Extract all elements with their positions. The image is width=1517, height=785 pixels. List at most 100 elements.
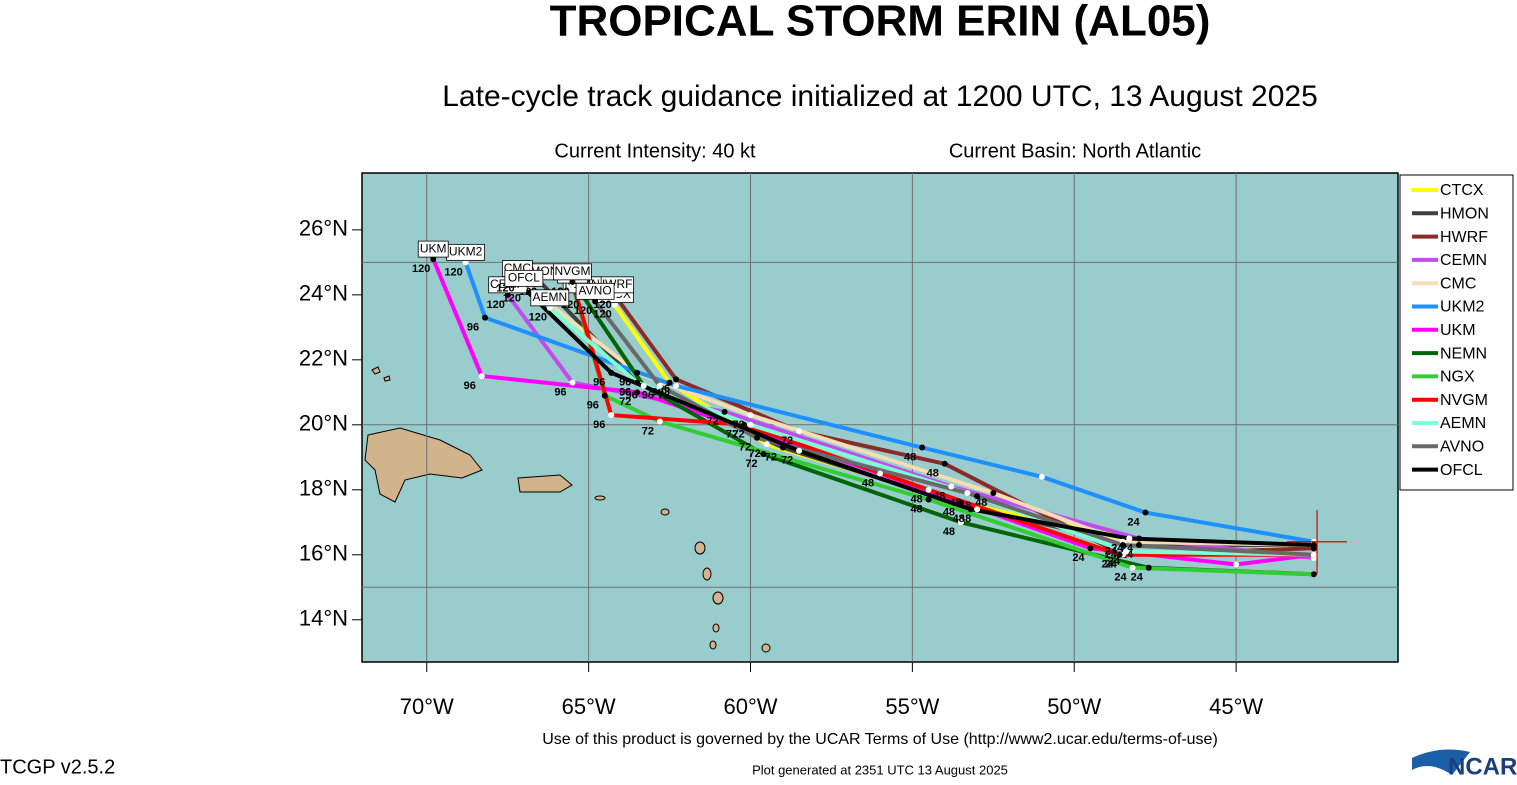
hour-label: 24 [1072, 552, 1085, 564]
track [593, 300, 1314, 557]
hour-label: 96 [642, 390, 654, 402]
legend-label: OFCL [1440, 462, 1483, 479]
track-point [673, 376, 680, 383]
hour-label: 96 [593, 377, 605, 389]
hour-label: 120 [593, 308, 611, 320]
hour-label: 120 [444, 266, 462, 278]
legend-label: NGX [1440, 369, 1475, 386]
track-point [1310, 542, 1317, 549]
puerto-rico [517, 474, 573, 493]
hour-label: 48 [910, 494, 922, 506]
track-point [482, 314, 489, 321]
track-point [957, 519, 964, 526]
track-name: AEMN [532, 290, 567, 304]
hour-label: 72 [732, 429, 744, 441]
hour-label: 96 [467, 321, 479, 333]
track-name-box [417, 240, 449, 258]
track-point [611, 301, 618, 308]
track-point [569, 379, 576, 386]
track-point [964, 490, 971, 497]
track-point [1119, 542, 1126, 549]
track-point [1310, 571, 1317, 578]
legend [1399, 174, 1514, 491]
track-point [974, 493, 981, 500]
track-point [741, 421, 748, 428]
hour-label: 24 [1114, 572, 1127, 584]
track-name-box [575, 282, 615, 300]
logo-mark [1412, 749, 1470, 775]
hour-label: 48 [904, 451, 916, 463]
hour-label: 24 [1105, 546, 1118, 558]
hour-label: 48 [953, 513, 965, 525]
x-tick-label: 55°W [885, 694, 939, 719]
track-point [948, 483, 955, 490]
track-point [1136, 535, 1142, 542]
track-point [760, 451, 767, 458]
track-point [546, 304, 553, 311]
island [694, 541, 706, 555]
track-point [1136, 542, 1142, 549]
legend-label: AEMN [1440, 415, 1486, 432]
chart-title: TROPICAL STORM ERIN (AL05) [550, 0, 1211, 46]
legend-label: CEMN [1440, 252, 1487, 269]
track-point [919, 444, 926, 451]
track-point [957, 499, 964, 506]
hour-label: 24 [1108, 555, 1121, 567]
hour-label: 24 [1131, 572, 1144, 584]
hour-label: 48 [943, 526, 955, 538]
track-point [1129, 564, 1136, 571]
hour-label: 48 [933, 490, 945, 502]
track-point [967, 506, 974, 513]
track-point [753, 434, 760, 441]
track-point [1142, 509, 1149, 516]
hour-label: 96 [587, 399, 599, 411]
legend-label: AVNO [1440, 439, 1484, 456]
track-point [721, 408, 728, 415]
island [712, 591, 724, 605]
track-point [925, 496, 932, 503]
track-point [1126, 535, 1133, 542]
hour-label: 120 [412, 263, 430, 275]
hour-label: 72 [658, 390, 670, 402]
y-tick-label: 20°N [299, 411, 348, 436]
legend-label: UKM [1440, 322, 1476, 339]
hour-label: 120 [529, 312, 547, 324]
track [516, 277, 1314, 548]
island [660, 508, 670, 516]
hour-label: 120 [574, 305, 592, 317]
hour-label: 72 [642, 425, 654, 437]
x-tick-label: 60°W [723, 694, 777, 719]
track [522, 286, 1314, 548]
track-point [656, 418, 663, 425]
track-point [666, 379, 673, 386]
hour-label: 48 [862, 477, 874, 489]
hour-label: 48 [949, 497, 961, 509]
legend-label: CMC [1440, 275, 1476, 292]
x-tick-label: 65°W [562, 694, 616, 719]
y-tick-label: 24°N [299, 281, 348, 306]
track-point [796, 447, 803, 454]
track-point [925, 486, 932, 493]
track-point [877, 470, 883, 477]
y-tick-label: 14°N [299, 606, 348, 631]
hour-label: 48 [910, 503, 922, 515]
hour-label: 72 [726, 429, 738, 441]
intensity: Current Intensity: 40 kt [554, 140, 756, 162]
hour-label: 72 [739, 442, 751, 454]
track-point [779, 444, 786, 451]
map-area [361, 172, 1399, 663]
footer: Use of this product is governed by the U… [542, 731, 1218, 748]
track-name: UKM2 [449, 245, 483, 259]
hour-label: 96 [619, 386, 631, 398]
hour-label: 72 [781, 435, 793, 447]
track-name-box [504, 269, 544, 287]
track-point [941, 460, 948, 467]
track-name: UKM [420, 241, 447, 255]
basin: Current Basin: North Atlantic [949, 140, 1201, 162]
hour-label: 96 [593, 419, 605, 431]
track-point [1145, 564, 1152, 571]
track-point [796, 428, 803, 435]
hour-label: 72 [765, 451, 777, 463]
hour-label: 48 [975, 497, 987, 509]
